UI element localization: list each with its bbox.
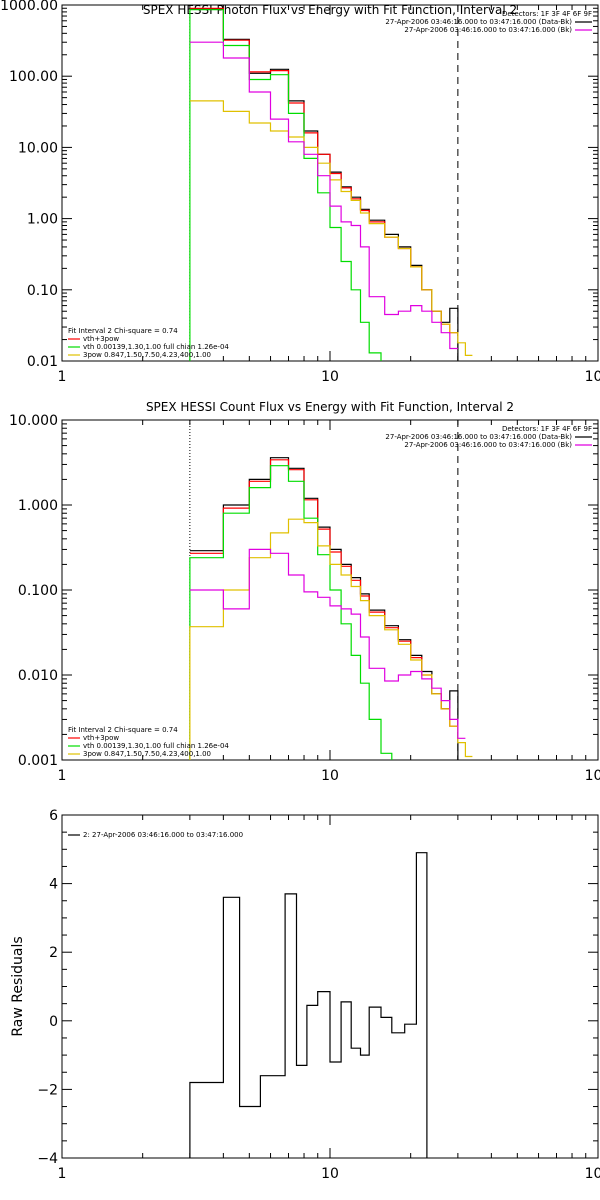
header-text: 27-Apr-2006 03:46:16.000 to 03:47:16.000… [404, 26, 572, 34]
legend-entry: Fit Interval 2 Chi-square = 0.74 [68, 327, 178, 335]
y-tick-label: 2 [49, 945, 58, 961]
residuals-panel: 1 10 100 −4 −2 0 2 4 6 Raw Residuals 2: 27-Apr-200… [10, 808, 600, 1182]
y-tick-label: 0.001 [18, 753, 58, 769]
y-tick-label: 0.100 [18, 583, 58, 599]
series-power [189, 100, 473, 356]
y-tick-label: 0 [49, 1014, 58, 1030]
y-tick-label: 0.01 [27, 354, 58, 370]
chart-title: SPEX HESSI Count Flux vs Energy with Fit… [146, 400, 514, 414]
x-tick-label: 10 [321, 1166, 339, 1182]
series-total [189, 459, 458, 727]
y-tick-label: 4 [49, 877, 58, 893]
x-tick-label: 10 [321, 369, 339, 385]
y-tick-label: 1000.00 [0, 0, 58, 14]
series-power [189, 518, 473, 760]
x-tick-label: 10 [321, 768, 339, 784]
y-tick-label: −4 [37, 1151, 58, 1167]
header-text: 27-Apr-2006 03:46:16.000 to 03:47:16.000… [404, 441, 572, 449]
plot-frame [61, 814, 599, 1159]
header-text: Detectors: 1F 3F 4F 6F 9F [502, 425, 592, 433]
legend-entry: vth+3pow [83, 734, 119, 742]
y-tick-label: 1.00 [27, 212, 58, 228]
count-flux-panel: SPEX HESSI Count Flux vs Energy with Fit… [9, 400, 600, 784]
y-tick-label: 10.000 [9, 413, 58, 429]
header-text: Detectors: 1F 3F 4F 6F 9F [502, 10, 592, 18]
x-tick-label: 1 [58, 768, 67, 784]
legend-entry: vth 0.00139,1.30,1.00 full chian 1.26e-0… [83, 742, 229, 750]
y-tick-label: 1.000 [18, 498, 58, 514]
series-thermal [189, 465, 393, 760]
series-total [189, 7, 458, 334]
header-text: 27-Apr-2006 03:46:16.000 to 03:47:16.000… [385, 18, 572, 26]
x-tick-label: 1 [58, 1166, 67, 1182]
y-axis-label: Raw Residuals [10, 936, 26, 1036]
series-data [189, 457, 459, 760]
series-residuals [189, 852, 428, 1158]
series-background [189, 41, 458, 350]
x-tick-label: 1 [58, 369, 67, 385]
x-tick-label: 100 [585, 768, 600, 784]
x-tick-label: 100 [585, 1166, 600, 1182]
legend-entry: 3pow 0.847,1.50,7.50,4.23,400,1.00 [83, 351, 211, 359]
series-thermal [189, 9, 382, 361]
x-tick-label: 100 [585, 369, 600, 385]
legend-entry: vth+3pow [83, 335, 119, 343]
legend-entry: 3pow 0.847,1.50,7.50,4.23,400,1.00 [83, 750, 211, 758]
legend-entry: 2: 27-Apr-2006 03:46:16.000 to 03:47:16.… [83, 831, 243, 839]
photon-flux-panel: SPEX HESSI Photon Flux vs Energy with Fi… [0, 0, 600, 385]
y-tick-label: 0.10 [27, 283, 58, 299]
legend-entry: vth 0.00139,1.30,1.00 full chian 1.26e-0… [83, 343, 229, 351]
series-background [189, 548, 466, 739]
y-tick-label: 100.00 [9, 69, 58, 85]
legend-entry: Fit Interval 2 Chi-square = 0.74 [68, 726, 178, 734]
y-tick-label: 6 [49, 808, 58, 824]
y-tick-label: 0.010 [18, 668, 58, 684]
header-text: 27-Apr-2006 03:46:16.000 to 03:47:16.000… [385, 433, 572, 441]
y-tick-label: −2 [37, 1082, 58, 1098]
y-tick-label: 10.00 [18, 140, 58, 156]
